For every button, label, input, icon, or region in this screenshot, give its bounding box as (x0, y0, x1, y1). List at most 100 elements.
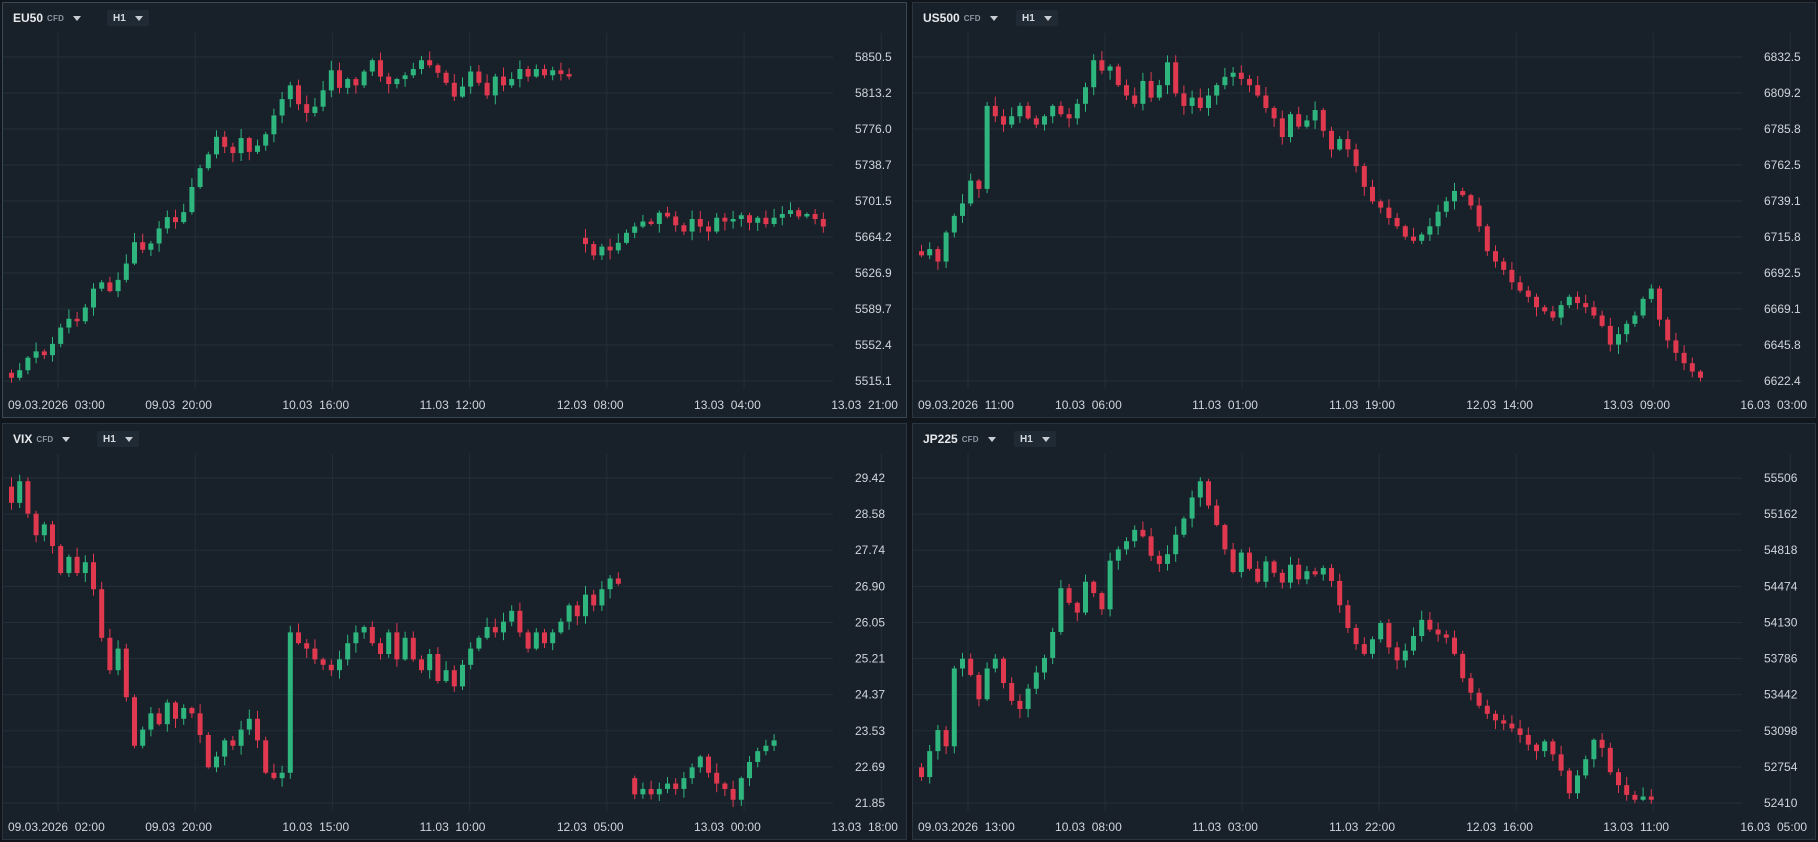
x-tick-label: 13.03 00:00 (694, 820, 761, 834)
candlestick-chart[interactable]: 5850.5 5813.2 5776.0 5738.7 5701.5 5664.2 5626… (3, 3, 907, 418)
candle (140, 726, 146, 749)
candle (1648, 284, 1654, 303)
symbol-selector[interactable]: VIX CFD (13, 430, 71, 448)
candle (1402, 643, 1408, 668)
candle (304, 95, 310, 122)
candle-body (287, 85, 293, 100)
y-tick-label: 5813.2 (855, 86, 892, 100)
candle-body (632, 226, 638, 233)
candle (615, 233, 621, 254)
candle-body (1591, 307, 1597, 316)
chart-pane-eu50[interactable]: EU50 CFD H1 5850.5 5813.2 5776.0 5738.7 5701… (2, 2, 907, 418)
candle (1033, 115, 1039, 129)
candle (558, 62, 564, 81)
candle-body (804, 213, 810, 217)
candle-body (9, 486, 14, 503)
chart-pane-jp225[interactable]: JP225 CFD H1 55506 55162 54818 54474 54130 53… (912, 423, 1816, 840)
chart-pane-vix[interactable]: VIX CFD H1 29.42 28.58 27.74 26.90 26.05 25.2… (2, 423, 907, 840)
candle (951, 665, 957, 754)
timeframe-selector[interactable]: H1 (1014, 431, 1056, 447)
candle-body (1296, 564, 1302, 580)
candle (1698, 369, 1703, 382)
candle-body (140, 242, 146, 250)
candle-body (1115, 66, 1121, 86)
timeframe-selector[interactable]: H1 (1016, 10, 1058, 26)
candle-body (238, 138, 244, 154)
candle (402, 72, 408, 87)
candle (1632, 311, 1638, 327)
candle-body (771, 740, 777, 746)
candle-body (1361, 644, 1367, 654)
candle-body (353, 632, 359, 644)
candle (1099, 591, 1105, 615)
candle (1575, 291, 1580, 310)
candle-body (1033, 118, 1039, 125)
candle-body (451, 670, 457, 687)
timeframe-selector[interactable]: H1 (107, 10, 149, 26)
candle-body (1091, 60, 1097, 88)
candle (1173, 526, 1179, 562)
timeframe-selector[interactable]: H1 (97, 431, 139, 447)
candle-body (312, 648, 318, 660)
candle (33, 342, 39, 364)
candle (747, 212, 752, 231)
candle (173, 700, 178, 729)
candle (17, 474, 23, 509)
candle-body (492, 76, 498, 96)
candle-body (1288, 564, 1293, 583)
x-tick-label: 13.03 21:00 (831, 398, 898, 412)
candle (492, 618, 498, 638)
candle (706, 221, 711, 241)
y-tick-label: 23.53 (855, 724, 885, 738)
candle-body (386, 76, 392, 85)
candle-body (386, 632, 392, 654)
candle (804, 212, 810, 219)
candle-body (25, 481, 31, 514)
candle-body (1156, 85, 1162, 98)
candle-body (197, 713, 203, 735)
symbol-selector[interactable]: US500 CFD (923, 9, 998, 27)
candle (427, 51, 433, 68)
candle (279, 765, 285, 787)
candle (50, 520, 55, 554)
candle-body (607, 246, 613, 251)
candle-body (1411, 236, 1416, 241)
candle-body (624, 232, 629, 243)
candle (1361, 637, 1367, 656)
candle (386, 629, 392, 658)
symbol-selector[interactable]: EU50 CFD (13, 9, 82, 27)
candle-body (107, 637, 113, 671)
candlestick-chart[interactable]: 29.42 28.58 27.74 26.90 26.05 25.21 24.37 23.53… (3, 424, 907, 840)
candle (1476, 197, 1482, 232)
candle-body (337, 70, 342, 88)
x-tick-label: 09.03.2026 03:00 (8, 398, 105, 412)
candle-body (156, 713, 162, 725)
candle-body (525, 69, 531, 77)
candle (984, 101, 990, 194)
candle (353, 625, 359, 653)
candle-body (148, 713, 154, 730)
candle (369, 58, 375, 76)
candle-body (50, 524, 55, 547)
chart-pane-us500[interactable]: US500 CFD H1 6832.5 6809.2 6785.8 6762.5 673… (912, 2, 1816, 418)
x-tick-label: 10.03 15:00 (282, 820, 349, 834)
candle (50, 336, 55, 362)
candle-body (1148, 536, 1154, 556)
symbol-selector[interactable]: JP225 CFD (923, 430, 996, 448)
candle (304, 638, 310, 658)
candle-body (41, 524, 47, 536)
candle-body (1271, 561, 1277, 573)
candle-body (1443, 634, 1449, 638)
candle-body (33, 513, 39, 536)
candle-body (1550, 311, 1556, 318)
candle (1042, 114, 1047, 131)
candle (1402, 224, 1408, 240)
candle (1435, 204, 1441, 235)
candle-body (550, 70, 556, 76)
candlestick-chart[interactable]: 6832.5 6809.2 6785.8 6762.5 6739.1 6715.8 6692… (913, 3, 1816, 418)
candle (328, 60, 334, 98)
candle-body (107, 282, 113, 292)
candlestick-chart[interactable]: 55506 55162 54818 54474 54130 53786 53442 53098… (913, 424, 1816, 840)
candle (1681, 345, 1687, 371)
x-tick-label: 13.03 09:00 (1603, 398, 1670, 412)
